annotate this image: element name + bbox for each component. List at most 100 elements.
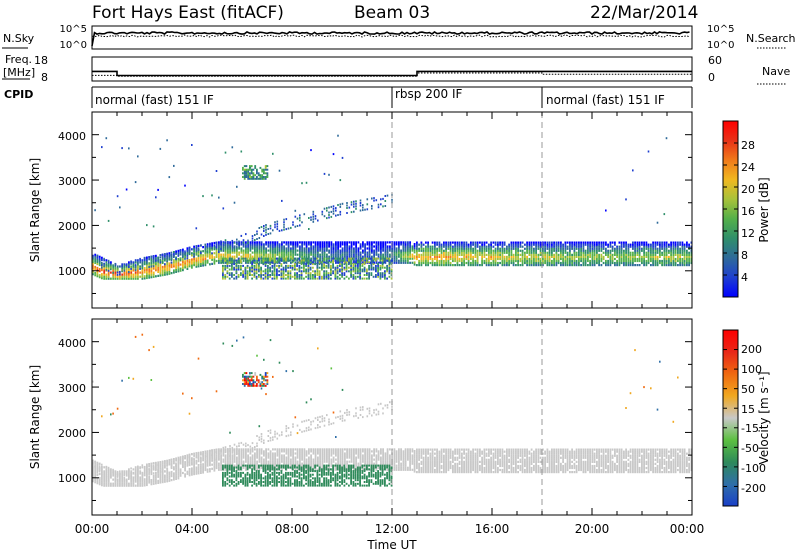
echo-cell [474, 264, 477, 267]
echo-cell [179, 257, 182, 260]
echo-cell [121, 277, 124, 280]
echo-cell [548, 245, 551, 248]
echo-cell [323, 261, 325, 264]
echo-cell [381, 263, 384, 266]
echo-cell [625, 257, 627, 261]
echo-cell [490, 251, 492, 254]
echo-cell [512, 247, 515, 250]
echo-cell [258, 255, 261, 258]
echo-cell [659, 247, 661, 250]
echo-cell [253, 264, 256, 267]
echo-cell [110, 271, 112, 274]
echo-cell [119, 484, 121, 487]
echo-cell [300, 261, 303, 264]
echo-cell [402, 261, 405, 264]
echo-cell [575, 261, 578, 265]
echo-cell [357, 257, 360, 260]
echo-cell [402, 257, 405, 260]
echo-cell [674, 245, 677, 248]
echo-cell [215, 448, 218, 451]
beam-title: Beam 03 [354, 3, 430, 23]
echo-cell [318, 272, 321, 275]
echo-cell [308, 255, 310, 258]
echo-cell [425, 249, 427, 252]
echo-cell [123, 271, 126, 274]
echo-cell [231, 263, 233, 266]
echo-cell [256, 176, 258, 178]
echo-cell [168, 463, 171, 466]
echo-cell [611, 249, 614, 252]
echo-cell [519, 241, 522, 244]
echo-cell [632, 264, 634, 267]
echo-cell [551, 261, 553, 265]
echo-cell [591, 241, 594, 244]
echo-cell [372, 275, 375, 278]
echo-cell [119, 277, 121, 280]
echo-cell [517, 257, 519, 261]
echo-cell [488, 251, 490, 254]
echo-cell [229, 253, 231, 256]
echo-cell [143, 275, 146, 278]
echo-cell [436, 253, 438, 256]
echo-cell [632, 253, 634, 256]
echo-cell [445, 247, 447, 250]
echo-cell [683, 251, 686, 254]
echo-cell [510, 251, 513, 254]
echo-cell [141, 273, 144, 276]
echo-cell [316, 266, 319, 269]
echo-cell [404, 251, 407, 254]
echo-cell [470, 249, 472, 252]
echo-cell [382, 197, 384, 200]
echo-cell [506, 251, 508, 254]
echo-cell [242, 239, 245, 242]
echo-cell [146, 469, 148, 472]
echo-cell [571, 243, 573, 246]
echo-cell [309, 272, 312, 275]
echo-cell [263, 439, 265, 442]
echo-cell [213, 241, 216, 245]
echo-cell [224, 277, 227, 280]
echo-cell [267, 266, 269, 269]
freq-label-2: [MHz] [3, 66, 35, 79]
echo-cell [278, 264, 280, 267]
echo-cell [215, 241, 218, 244]
echo-cell [578, 241, 580, 244]
echo-cell [560, 264, 562, 267]
echo-cell [312, 259, 315, 262]
echo-cell [593, 249, 596, 252]
echo-cell [179, 474, 182, 477]
power-ytick-3000: 3000 [58, 175, 86, 188]
echo-cell [179, 259, 182, 262]
echo-cell [264, 268, 267, 271]
echo-cell [179, 253, 182, 256]
echo-cell [402, 247, 405, 250]
echo-cell [352, 257, 355, 260]
echo-cell [627, 257, 630, 261]
echo-cell [326, 209, 328, 212]
echo-cell [227, 249, 229, 252]
echo-cell [654, 251, 657, 254]
echo-cell [228, 277, 231, 280]
echo-cell [146, 256, 148, 259]
echo-cell [647, 249, 650, 252]
echo-cell [253, 274, 256, 276]
echo-cell [393, 257, 396, 260]
echo-cell [227, 458, 229, 461]
echo-cell [276, 462, 279, 465]
echo-cell [499, 251, 501, 254]
echo-cell [146, 481, 148, 484]
echo-cell [228, 274, 231, 276]
echo-cell [443, 255, 445, 258]
echo-cell [296, 249, 299, 252]
echo-cell [674, 261, 677, 265]
echo-cell [141, 263, 144, 266]
echo-cell [674, 259, 677, 263]
echo-cell [258, 270, 260, 273]
echo-cell [456, 251, 459, 254]
echo-cell [589, 245, 591, 248]
echo-cell [141, 264, 144, 267]
echo-cell [195, 265, 198, 268]
echo-cell [474, 243, 477, 246]
echo-cell [431, 259, 434, 263]
echo-cell [346, 207, 348, 209]
